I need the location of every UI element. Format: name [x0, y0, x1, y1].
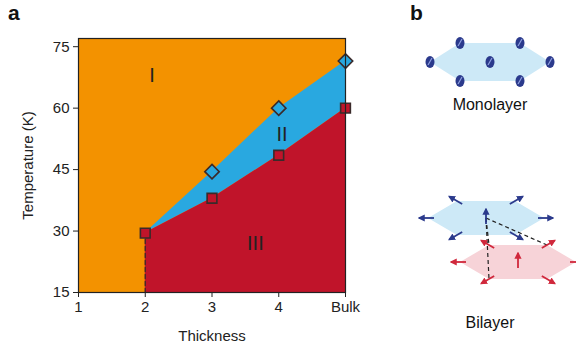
- svg-text:75: 75: [53, 37, 70, 54]
- svg-text:a: a: [8, 1, 20, 24]
- svg-text:I: I: [149, 64, 155, 86]
- svg-text:Temperature (K): Temperature (K): [19, 111, 36, 219]
- svg-text:15: 15: [53, 283, 70, 300]
- svg-text:III: III: [247, 232, 264, 254]
- svg-text:Bilayer: Bilayer: [466, 314, 516, 331]
- svg-text:45: 45: [53, 160, 70, 177]
- svg-text:II: II: [277, 123, 288, 145]
- svg-text:4: 4: [275, 298, 283, 315]
- svg-text:b: b: [410, 1, 423, 24]
- svg-text:Monolayer: Monolayer: [453, 96, 528, 113]
- svg-text:60: 60: [53, 99, 70, 116]
- svg-text:Thickness: Thickness: [178, 327, 246, 344]
- svg-text:3: 3: [208, 298, 216, 315]
- svg-text:2: 2: [141, 298, 149, 315]
- svg-text:30: 30: [53, 222, 70, 239]
- svg-text:Bulk: Bulk: [331, 298, 361, 315]
- svg-text:1: 1: [74, 298, 82, 315]
